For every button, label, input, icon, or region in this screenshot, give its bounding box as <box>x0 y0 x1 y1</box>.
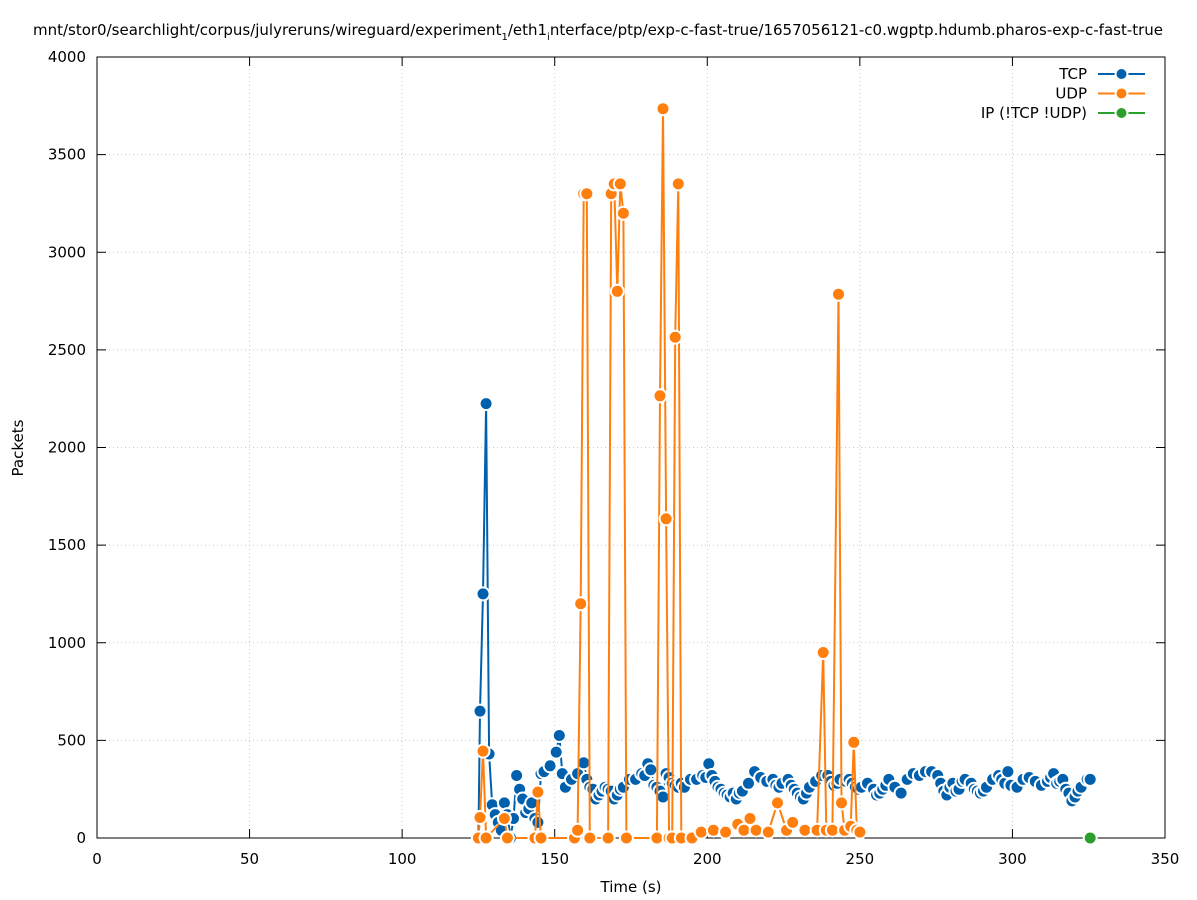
y-tick-label: 3000 <box>48 243 86 261</box>
data-point <box>893 785 909 801</box>
title-part-1: mnt/stor0/searchlight/corpus/julyreruns/… <box>33 21 502 39</box>
data-point <box>472 703 488 719</box>
data-point <box>658 511 674 527</box>
data-point <box>649 830 665 846</box>
x-tick-label: 350 <box>1151 850 1180 868</box>
data-point <box>852 824 868 840</box>
data-point <box>643 762 659 778</box>
x-tick-label: 0 <box>92 850 102 868</box>
data-point <box>551 728 567 743</box>
data-point <box>475 586 491 602</box>
data-point <box>770 795 785 811</box>
data-point <box>475 743 491 759</box>
legend-label: IP (!TCP !UDP) <box>981 104 1087 122</box>
data-point <box>824 822 840 838</box>
data-point <box>667 329 683 345</box>
chart-title: mnt/stor0/searchlight/corpus/julyreruns/… <box>33 21 1163 43</box>
data-point <box>785 814 801 830</box>
axis-ticks: 0 50 100 150 200 250 300 3500500100015002000250… <box>48 48 1180 868</box>
x-tick-label: 200 <box>693 850 722 868</box>
data-point <box>652 388 668 404</box>
y-axis-label: Packets <box>9 419 27 476</box>
title-sub-1: 1 <box>501 32 507 43</box>
data-point <box>570 822 586 838</box>
legend-marker <box>1114 67 1129 81</box>
title-sub-2: i <box>547 32 550 43</box>
data-point <box>509 768 525 783</box>
x-tick-label: 150 <box>540 850 569 868</box>
data-point <box>499 830 515 846</box>
data-point <box>741 775 756 791</box>
legend-label: TCP <box>1058 65 1087 83</box>
legend-label: UDP <box>1055 85 1087 103</box>
data-point <box>797 822 813 838</box>
data-point <box>579 186 595 202</box>
x-axis-label: Time (s) <box>600 878 662 896</box>
data-point <box>533 830 549 846</box>
data-point <box>748 822 764 838</box>
x-tick-label: 250 <box>846 850 875 868</box>
y-tick-label: 1500 <box>48 536 86 554</box>
legend-marker <box>1114 106 1129 120</box>
series-layer <box>470 101 1098 846</box>
data-point <box>1000 764 1016 780</box>
data-point <box>834 795 849 811</box>
series-2 <box>1082 830 1098 846</box>
data-point <box>618 830 634 846</box>
legend-marker <box>1114 86 1129 101</box>
data-point <box>655 101 671 117</box>
title-part-3: nterface/ptp/exp-c-fast-true/1657056121-… <box>550 21 1163 39</box>
data-point <box>718 824 734 840</box>
data-point <box>760 824 776 840</box>
data-point <box>478 396 494 412</box>
y-tick-label: 3500 <box>48 146 86 164</box>
x-tick-label: 300 <box>998 850 1027 868</box>
data-point <box>530 784 546 800</box>
data-point <box>846 734 862 750</box>
y-tick-label: 2500 <box>48 341 86 359</box>
y-tick-label: 4000 <box>48 48 86 66</box>
data-point <box>573 596 589 612</box>
data-point <box>548 744 564 760</box>
x-tick-label: 100 <box>388 850 417 868</box>
x-tick-label: 50 <box>240 850 259 868</box>
data-point <box>670 176 686 192</box>
data-point <box>612 176 628 192</box>
data-point <box>496 811 512 826</box>
y-tick-label: 1000 <box>48 634 86 652</box>
data-point <box>542 758 558 774</box>
data-point <box>693 824 709 840</box>
data-point <box>742 811 758 826</box>
series-1 <box>470 101 868 846</box>
data-point <box>1082 830 1098 846</box>
data-point <box>831 286 846 302</box>
data-point <box>530 814 546 830</box>
data-point <box>655 789 671 805</box>
data-point <box>478 830 494 846</box>
y-tick-label: 2000 <box>48 439 86 457</box>
data-point <box>705 822 721 838</box>
y-tick-label: 500 <box>57 731 86 749</box>
data-point <box>582 830 598 846</box>
data-point <box>615 205 631 221</box>
data-point <box>472 810 488 825</box>
y-tick-label: 0 <box>76 829 86 847</box>
data-point <box>600 830 616 846</box>
data-point <box>609 283 625 299</box>
title-part-2: /eth1 <box>508 21 547 39</box>
data-point <box>815 645 831 660</box>
data-point <box>1082 771 1098 787</box>
